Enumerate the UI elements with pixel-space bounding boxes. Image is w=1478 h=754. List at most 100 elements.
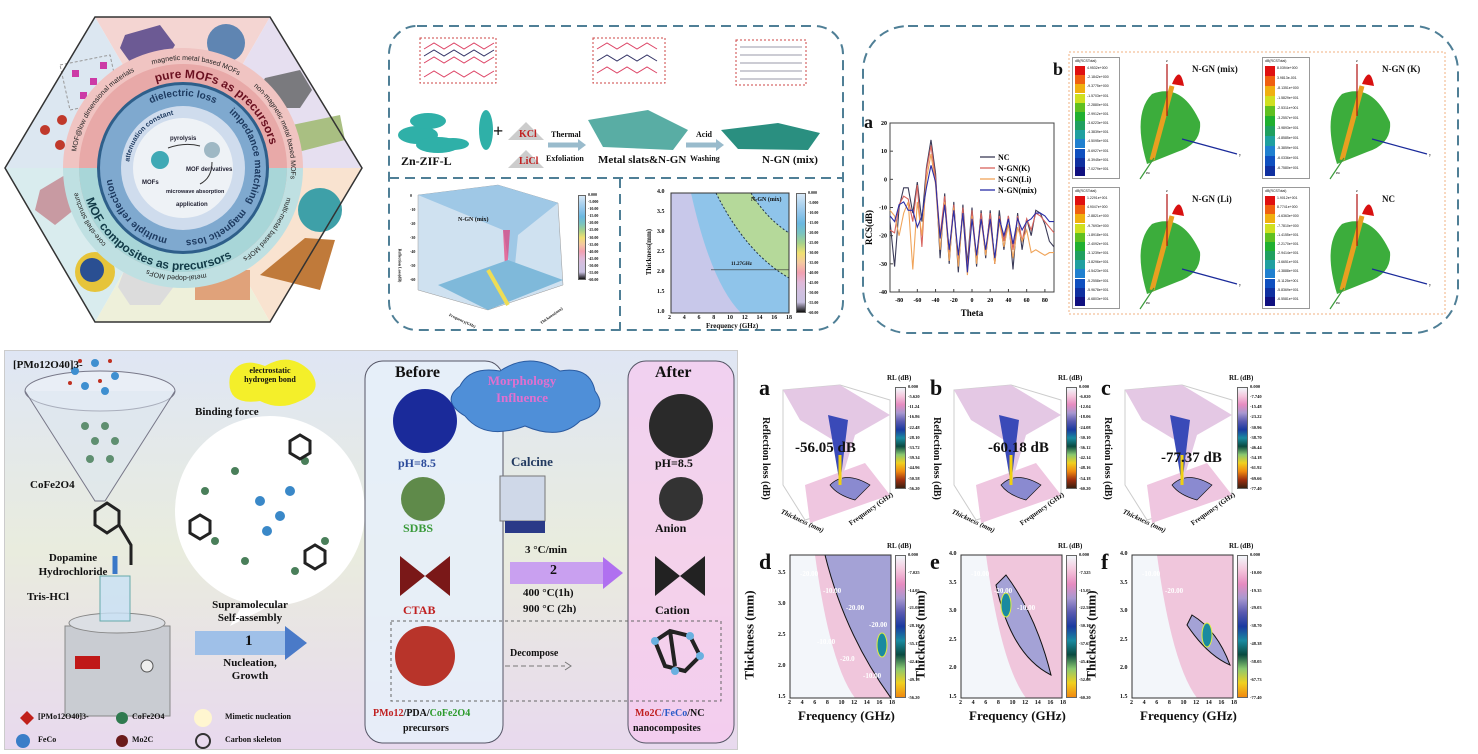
pattern-legend-value: 1.9012e+001 [1277,196,1298,200]
contour-level-label: -20.00 [800,570,819,578]
y-tick-label: 2.0 [657,269,665,275]
dopamine-molecule-icon [93,501,133,565]
z-axis-label: z [1356,188,1358,193]
pattern-legend-value: -9.7693e+000 [1087,223,1109,228]
pattern-legend-swatch [1265,126,1275,136]
colorbar-tick-label: -48.16 [1079,465,1091,471]
colorbar-tick-label: -28.10 [908,623,920,629]
acid-label: Acid [696,130,712,139]
pattern-legend-value: -3.2557e+001 [1277,116,1299,120]
pattern-legend-header: dB(RCSTotal) [1265,59,1287,63]
panel-label: d [759,549,772,574]
y-axis-label: y [1429,282,1431,287]
colorbar-tick-label: -52.68 [1079,676,1091,682]
pattern-legend-swatch [1265,86,1275,96]
peak-rl-value: -60.18 dB [988,440,1049,456]
ctab-label: CTAB [403,603,436,617]
y-tick-label: 1.5 [657,289,665,295]
pattern-legend-value: 8.7741e+000 [1277,205,1298,210]
contour-band [716,193,789,278]
phi-label: Phi [1146,171,1150,175]
colorbar-tick-label: 0.000 [1079,383,1090,389]
x-tick-label: 8 [825,700,829,706]
z-tick-label: -10 [410,207,416,212]
colorbar-tick-label: -45.00 [808,280,819,285]
surface-title: N-GN (mix) [458,217,489,223]
pattern-legend-value: -2.2170e+001 [1277,241,1299,246]
colorbar-tick-label: -20.00 [808,230,819,235]
before-title: Before [395,364,441,381]
x-tick-label: 2 [788,700,791,706]
green-fan-icon [401,477,445,521]
colorbar-tick-label: -37.63 [1079,641,1091,647]
contour-level-label: -10.00 [971,570,990,578]
x-tick-label: 18 [889,700,895,706]
rcs-pattern-1: dB(RCSTotal) 8.0394e+000 3.9813e-001 -8.135… [1262,54,1447,182]
colorbar [1066,387,1077,489]
colorbar-tick-label: 0.000 [808,190,817,195]
rl-panel-e: e RL (dB) 0.000 -7.525 -15.05 -22.58 -30.10 -37… [913,542,1091,743]
colorbar-tick-label: -23.22 [1250,414,1262,420]
peak-rl-value: -56.05 dB [795,440,856,456]
peak-lobe [1362,204,1374,216]
black-fan-icon [659,477,703,521]
x-tick-label: 2 [1130,700,1133,706]
colorbar-tick-label: 0.000 [1079,551,1090,557]
colorbar-tick-label: -25.00 [588,227,599,233]
nanocomposites-label: nanocomposites [633,723,701,734]
x-axis-label: Frequency (GHz) [798,708,895,723]
x-axis [1329,287,1345,310]
colorbar-tick-label: -55.00 [808,300,819,305]
peak-lobe [1172,204,1184,216]
colorbar-tick-label: -22.58 [1079,605,1091,611]
black-urchin-icon [649,394,713,458]
pattern-legend-swatch [1075,93,1085,103]
reflection-loss-panels: a RL (dB) 0.000 -5.620 -11.24 -16.86 -22.48 -28… [742,345,1478,754]
y-tick-label: 3.5 [949,579,957,586]
contour-level-label: -10.00 [1142,570,1161,578]
pattern-legend-value: -6.5581e+001 [1277,296,1299,301]
colorbar-unit: RL (dB) [1058,374,1083,382]
contour-level-label: -10.00 [863,672,882,680]
ngn-mix-label: N-GN (mix) [762,154,818,166]
thermal-label: Thermal [551,130,581,139]
pattern-legend-value: -6.6803e+001 [1087,296,1109,301]
hexagon-graphic: dielectric loss impedance matching magne… [4,16,363,323]
colorbar-tick-label: -44.96 [908,465,920,471]
pattern-legend-swatch [1265,241,1275,251]
colorbar-tick-label: -18.06 [1079,414,1091,420]
x-axis [1139,287,1155,310]
colorbar-tick-label: -10.00 [808,210,819,215]
x-tick-label: 10 [838,700,845,706]
blue-urchin-icon [393,389,457,453]
colorbar-tick-label: -15.00 [808,220,819,225]
kcl-label: KCl [519,129,537,140]
binding-force-label: Binding force [195,406,259,418]
pattern-legend-value: -4.5095e+001 [1087,139,1109,144]
rcs-pattern-3: dB(RCSTotal) 1.9012e+001 8.7741e+000 -4.636… [1262,184,1447,312]
octahedron-icon [260,238,335,290]
contour-level-label: -10.00 [1017,604,1036,612]
colorbar-tick-label: -29.03 [1250,605,1262,611]
colorbar-tick-label: -14.05 [908,587,920,593]
pattern-legend-value: -2.2880e+001 [1087,102,1109,107]
colorbar-tick-label: -30.00 [808,250,819,255]
z-tick-label: -20 [410,221,416,226]
core-application: application [176,202,208,208]
pattern-legend-value: -5.1125e+001 [1277,278,1299,283]
colorbar-tick-label: -24.08 [1079,424,1091,430]
y-tick-label: 2.5 [949,636,957,643]
y-tick-label: 3.0 [949,608,957,615]
y-tick-label: 2.0 [949,665,957,672]
x-tick-label: 10 [1180,700,1187,706]
colorbar-unit: RL (dB) [887,542,912,550]
colorbar-tick-label: -77.40 [1250,485,1262,491]
y-axis [1371,138,1428,155]
y-tick-label: 3.5 [657,209,665,215]
colorbar-tick-label: -15.00 [588,213,599,219]
pattern-legend-swatch [1075,269,1085,279]
precursors-label: precursors [403,723,449,734]
pattern-legend-value: -5.6927e+001 [1087,148,1109,153]
core-absorption: microwave absorption [166,189,225,195]
pattern-legend-value: -1.4155e+001 [1277,232,1299,237]
